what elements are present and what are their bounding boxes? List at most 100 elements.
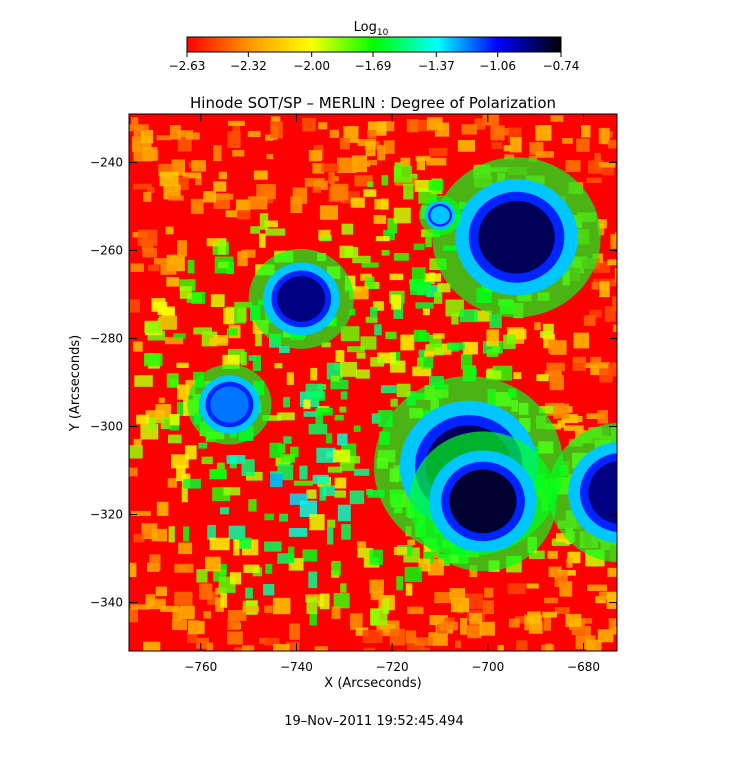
texture-patch bbox=[154, 258, 168, 265]
texture-patch bbox=[508, 618, 520, 628]
texture-patch bbox=[215, 193, 234, 200]
texture-patch bbox=[171, 454, 189, 469]
texture-patch bbox=[308, 423, 328, 435]
texture-patch bbox=[339, 406, 347, 413]
texture-patch bbox=[209, 537, 230, 551]
texture-patch bbox=[467, 625, 482, 639]
texture-patch bbox=[312, 163, 325, 174]
texture-patch bbox=[309, 611, 317, 626]
texture-patch bbox=[479, 621, 495, 636]
texture-patch bbox=[393, 207, 411, 224]
texture-patch bbox=[157, 307, 174, 315]
texture-patch bbox=[288, 623, 300, 640]
texture-patch bbox=[172, 607, 182, 621]
texture-patch bbox=[507, 328, 527, 340]
texture-patch bbox=[129, 467, 138, 477]
texture-patch bbox=[270, 121, 283, 139]
texture-patch bbox=[129, 445, 143, 459]
texture-patch bbox=[183, 478, 201, 489]
texture-patch bbox=[400, 334, 415, 351]
texture-patch bbox=[176, 402, 186, 416]
texture-patch bbox=[365, 316, 378, 323]
texture-patch bbox=[265, 563, 273, 574]
texture-patch bbox=[319, 205, 338, 220]
texture-patch bbox=[449, 588, 465, 600]
y-tick-label: −260 bbox=[90, 243, 123, 257]
texture-patch bbox=[209, 469, 227, 480]
texture-patch bbox=[191, 160, 206, 172]
texture-patch bbox=[340, 391, 348, 400]
texture-patch bbox=[184, 445, 197, 460]
texture-patch bbox=[223, 308, 235, 325]
texture-patch bbox=[461, 124, 477, 135]
texture-patch bbox=[203, 611, 212, 619]
texture-patch bbox=[482, 600, 494, 615]
texture-patch bbox=[337, 157, 357, 173]
texture-patch bbox=[425, 344, 444, 356]
texture-patch bbox=[142, 248, 157, 258]
texture-patch bbox=[544, 597, 558, 604]
texture-patch bbox=[234, 301, 253, 308]
texture-patch bbox=[130, 263, 144, 272]
texture-patch bbox=[143, 641, 161, 651]
texture-patch bbox=[459, 309, 478, 323]
texture-patch bbox=[173, 333, 186, 339]
texture-patch bbox=[528, 155, 537, 162]
y-tick-label: −340 bbox=[90, 596, 123, 610]
texture-patch bbox=[340, 326, 360, 342]
texture-patch bbox=[607, 139, 617, 149]
texture-patch bbox=[348, 308, 356, 316]
texture-patch bbox=[151, 528, 168, 542]
texture-patch bbox=[369, 549, 383, 565]
texture-patch bbox=[318, 229, 331, 240]
texture-patch bbox=[420, 229, 440, 238]
feature-ring bbox=[449, 469, 517, 534]
texture-patch bbox=[460, 354, 473, 370]
texture-patch bbox=[319, 593, 330, 610]
y-axis-label: Y (Arcseconds) bbox=[68, 335, 83, 432]
texture-patch bbox=[355, 369, 370, 379]
texture-patch bbox=[429, 615, 448, 625]
texture-patch bbox=[410, 281, 424, 295]
texture-patch bbox=[538, 406, 557, 414]
texture-patch bbox=[233, 539, 240, 556]
texture-patch bbox=[598, 127, 610, 144]
texture-patch bbox=[277, 553, 295, 564]
texture-patch bbox=[543, 616, 551, 631]
texture-patch bbox=[548, 339, 557, 354]
texture-patch bbox=[132, 183, 152, 190]
texture-patch bbox=[390, 294, 401, 310]
texture-patch bbox=[610, 234, 617, 249]
texture-patch bbox=[309, 514, 325, 531]
texture-patch bbox=[441, 557, 450, 566]
texture-patch bbox=[188, 620, 199, 633]
texture-patch bbox=[302, 549, 318, 562]
texture-patch bbox=[288, 528, 308, 537]
texture-patch bbox=[370, 590, 384, 601]
texture-patch bbox=[174, 591, 193, 606]
texture-patch bbox=[250, 226, 261, 234]
texture-patch bbox=[178, 542, 193, 555]
texture-patch bbox=[315, 410, 324, 424]
texture-patch bbox=[573, 332, 590, 349]
texture-patch bbox=[489, 314, 502, 329]
texture-patch bbox=[370, 357, 385, 367]
texture-patch bbox=[363, 189, 377, 197]
texture-patch bbox=[337, 504, 351, 522]
texture-patch bbox=[167, 478, 177, 488]
texture-patch bbox=[176, 362, 189, 368]
texture-patch bbox=[375, 236, 390, 242]
texture-patch bbox=[370, 608, 388, 625]
texture-patch bbox=[357, 548, 374, 558]
texture-patch bbox=[474, 118, 486, 130]
texture-patch bbox=[273, 644, 290, 651]
texture-patch bbox=[196, 569, 208, 583]
texture-patch bbox=[327, 519, 336, 528]
texture-patch bbox=[597, 219, 607, 229]
texture-patch bbox=[405, 630, 417, 644]
texture-patch bbox=[404, 566, 422, 582]
texture-patch bbox=[264, 220, 278, 228]
texture-patch bbox=[337, 433, 348, 446]
texture-patch bbox=[340, 362, 357, 377]
texture-patch bbox=[308, 150, 322, 162]
